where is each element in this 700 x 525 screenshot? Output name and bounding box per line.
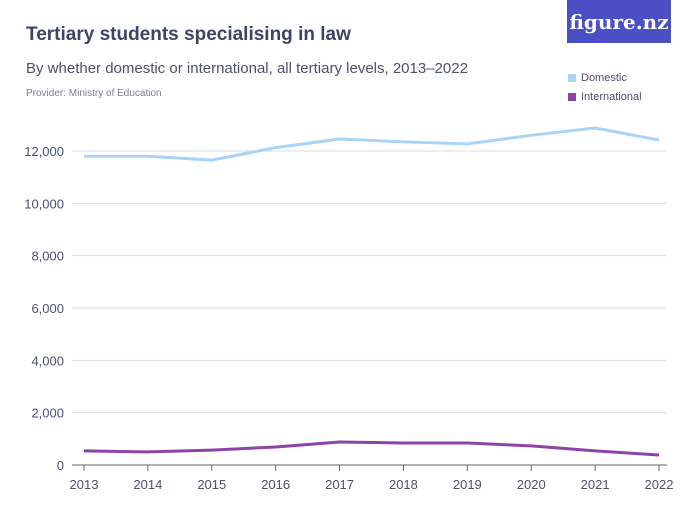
x-tick-label: 2020 <box>517 477 546 492</box>
x-tick-label: 2022 <box>645 477 674 492</box>
x-tick-label: 2013 <box>70 477 99 492</box>
x-tick-label: 2014 <box>133 477 162 492</box>
y-tick-label: 4,000 <box>31 353 64 368</box>
x-tick-label: 2017 <box>325 477 354 492</box>
x-tick-label: 2021 <box>581 477 610 492</box>
y-tick-label: 8,000 <box>31 249 64 264</box>
y-tick-label: 12,000 <box>24 144 64 159</box>
legend-domestic: Domestic <box>568 72 627 84</box>
series-line-domestic <box>84 126 660 162</box>
x-tick-label: 2018 <box>389 477 418 492</box>
provider-note: Provider: Ministry of Education <box>26 88 162 99</box>
y-tick-label: 6,000 <box>31 301 64 316</box>
legend-label: Domestic <box>581 72 627 84</box>
y-tick-label: 0 <box>57 458 64 473</box>
legend-label: International <box>581 91 642 103</box>
y-tick-label: 10,000 <box>24 196 64 211</box>
chart-title: Tertiary students specialising in law <box>26 24 351 45</box>
legend-international: International <box>568 91 642 103</box>
series-line-international <box>83 440 660 457</box>
chart-subtitle: By whether domestic or international, al… <box>26 60 468 77</box>
figure-nz-logo[interactable]: figure.nz <box>567 0 671 43</box>
y-tick-label: 2,000 <box>31 406 64 421</box>
legend-swatch <box>568 93 576 101</box>
x-tick-label: 2016 <box>261 477 290 492</box>
legend-swatch <box>568 74 576 82</box>
x-tick-label: 2015 <box>197 477 226 492</box>
x-tick-label: 2019 <box>453 477 482 492</box>
